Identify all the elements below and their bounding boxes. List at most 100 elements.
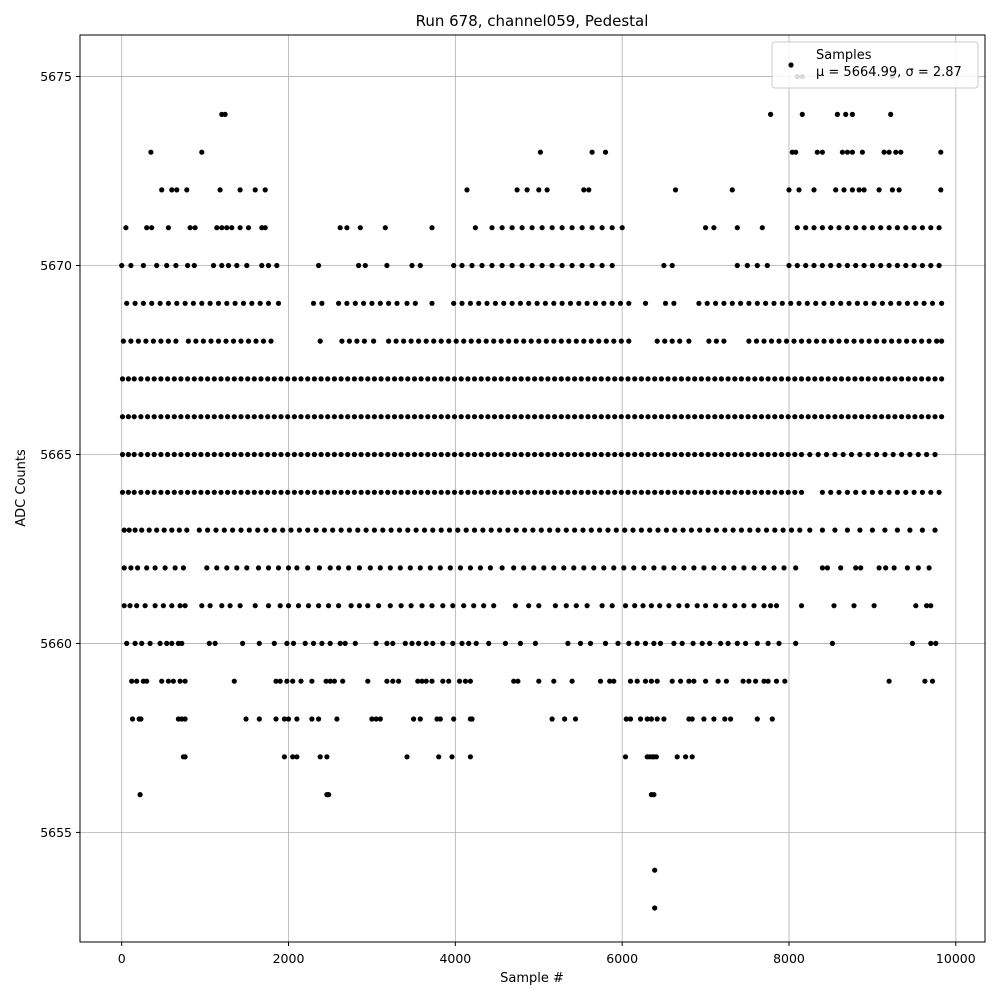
data-point [478, 451, 484, 458]
data-point [158, 338, 164, 344]
data-point [598, 489, 604, 495]
data-point [525, 489, 531, 495]
data-point [605, 414, 611, 420]
data-point [703, 603, 709, 609]
data-point [355, 527, 361, 533]
data-point [193, 338, 199, 344]
data-point [281, 754, 287, 760]
data-point [829, 640, 836, 647]
data-point [294, 754, 300, 760]
data-point [205, 489, 211, 495]
data-point [305, 527, 311, 533]
data-point [316, 262, 322, 269]
data-point [662, 338, 668, 344]
data-point [165, 338, 171, 344]
data-point [725, 376, 731, 382]
data-point [904, 338, 910, 344]
data-point [371, 338, 377, 344]
data-point [577, 640, 584, 647]
data-point [779, 300, 785, 306]
data-point [782, 678, 788, 684]
data-point [744, 262, 750, 269]
data-point [385, 414, 391, 420]
data-point [938, 149, 944, 155]
data-point [747, 527, 753, 533]
data-point [174, 187, 180, 193]
data-point [823, 451, 830, 458]
data-point [821, 338, 827, 344]
data-point [856, 187, 862, 193]
data-point [723, 678, 730, 684]
data-point [545, 489, 551, 495]
data-point [743, 640, 749, 647]
data-point [605, 376, 611, 382]
data-point [138, 716, 144, 722]
data-point [532, 640, 539, 647]
data-point [196, 527, 202, 533]
data-point [398, 489, 404, 495]
data-point [316, 565, 322, 571]
data-point [618, 376, 624, 382]
data-point [632, 376, 638, 382]
data-point [722, 603, 728, 609]
data-point [539, 262, 545, 269]
data-point [838, 376, 845, 382]
data-point [172, 565, 178, 571]
data-point [318, 414, 324, 420]
data-point [337, 225, 343, 231]
data-point [469, 716, 475, 722]
data-point [417, 262, 423, 269]
data-point [230, 338, 237, 344]
data-point [894, 225, 901, 231]
legend-stats: μ = 5664.99, σ = 2.87 [816, 65, 962, 80]
data-point [284, 640, 290, 647]
data-point [641, 565, 647, 571]
data-point [785, 376, 791, 382]
data-point [305, 376, 311, 382]
data-point [519, 262, 525, 269]
data-point [429, 300, 435, 306]
data-point [768, 111, 774, 117]
data-point [926, 338, 932, 344]
data-point [888, 111, 894, 117]
data-point [580, 527, 586, 533]
data-point [398, 376, 404, 382]
data-point [734, 262, 740, 269]
data-point [532, 376, 538, 382]
data-point [418, 451, 424, 458]
data-point [654, 338, 660, 344]
data-point [648, 603, 655, 609]
data-point [319, 640, 325, 647]
data-point [651, 565, 657, 571]
data-point [346, 565, 352, 571]
data-point [378, 376, 384, 382]
data-point [205, 414, 211, 420]
data-point [796, 300, 802, 306]
data-point [781, 565, 787, 571]
data-point [380, 527, 386, 533]
data-point [305, 565, 311, 571]
data-point [377, 300, 383, 306]
data-point [178, 489, 184, 495]
data-point [638, 376, 645, 382]
data-point [120, 338, 126, 344]
data-point [609, 262, 615, 269]
data-point [164, 262, 170, 269]
data-point [378, 489, 384, 495]
data-point [888, 300, 894, 306]
data-point [509, 225, 515, 231]
data-point [311, 489, 317, 495]
data-point [146, 527, 152, 533]
data-point [125, 376, 131, 382]
data-point [240, 300, 247, 306]
data-point [718, 376, 725, 382]
data-point [526, 603, 532, 609]
data-point [903, 489, 909, 495]
data-point [471, 451, 478, 458]
data-point [751, 603, 757, 609]
data-point [238, 414, 244, 420]
data-point [182, 603, 188, 609]
data-point [165, 451, 171, 458]
data-point [214, 565, 220, 571]
data-point [445, 414, 451, 420]
